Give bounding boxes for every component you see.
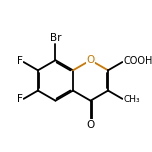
Text: F: F [17,95,23,104]
Text: F: F [17,56,23,66]
Text: COOH: COOH [123,56,152,66]
Text: Br: Br [50,33,61,43]
Text: CH₃: CH₃ [123,95,140,104]
Text: O: O [86,55,95,65]
Text: O: O [86,120,95,130]
